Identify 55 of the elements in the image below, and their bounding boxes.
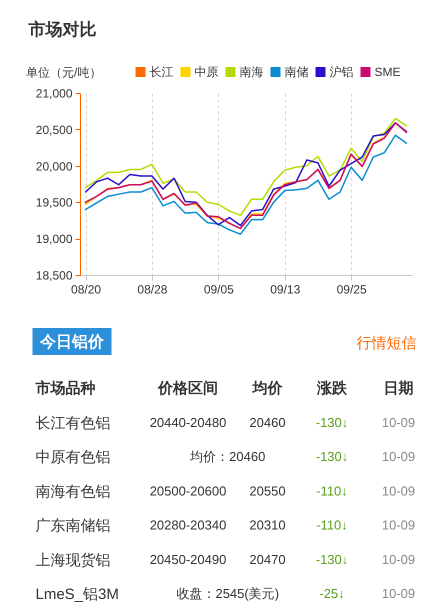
category-label: 中原有色铝: [36, 449, 110, 466]
text: 20450-20490: [150, 552, 226, 567]
legend-label: 南储: [284, 65, 308, 79]
text: 10-09: [382, 518, 416, 533]
y-tick-label: 21,000: [36, 86, 73, 100]
text: -130↓: [316, 552, 348, 567]
text: -25↓: [319, 586, 345, 601]
y-tick-label: 19,500: [36, 196, 73, 210]
category-label: LmeS_铝3M: [36, 586, 119, 603]
x-tick-label: 08/28: [137, 282, 168, 296]
text: 10-09: [382, 449, 416, 464]
text: 均价：20460: [190, 449, 266, 464]
category-label: 广东南储铝: [36, 518, 110, 535]
text: 20500-20600: [150, 483, 226, 498]
y-tick-label: 20,500: [36, 122, 73, 137]
legend-label: 沪铝: [330, 65, 354, 79]
text: 10-09: [382, 483, 416, 498]
category-label: 长江有色铝: [36, 415, 110, 432]
x-tick-label: 09/25: [336, 282, 367, 296]
category-label: 价格区间: [157, 380, 218, 397]
text: 20310: [249, 518, 286, 533]
legend-label: 中原: [194, 65, 218, 79]
category-label: 日期: [384, 380, 414, 397]
category-label: 南海有色铝: [36, 483, 110, 500]
y-axis-title: 单位（元/吨）: [26, 66, 102, 80]
text: 10-09: [382, 415, 416, 430]
text: 20280-20340: [150, 518, 226, 533]
line-series: [84, 134, 408, 235]
chart-title: 市场对比: [28, 20, 96, 39]
text: 20550: [249, 483, 286, 498]
legend-label: 南海: [240, 65, 264, 79]
category-label: 均价: [252, 380, 284, 397]
text: 10-09: [382, 552, 416, 567]
text: 20470: [249, 552, 286, 567]
legend-label: 长江: [150, 65, 174, 79]
text: 10-09: [382, 586, 416, 601]
y-tick-label: 19,000: [36, 232, 73, 246]
text: -130↓: [316, 415, 348, 430]
category-label: 市场品种: [34, 379, 96, 397]
text: 今日铝价: [39, 333, 105, 351]
text: -110↓: [316, 518, 348, 533]
text: 行情短信: [356, 335, 416, 352]
text: 20460: [249, 415, 286, 430]
text: -110↓: [316, 483, 348, 498]
x-tick-label: 09/13: [270, 282, 301, 296]
category-label: 上海现货铝: [36, 552, 110, 569]
text: 收盘：2545(美元): [176, 586, 280, 601]
y-tick-label: 20,000: [36, 159, 73, 174]
legend-label: SME: [374, 65, 401, 79]
y-tick-label: 18,500: [36, 268, 73, 282]
x-tick-label: 08/20: [71, 282, 102, 296]
x-tick-label: 09/05: [204, 282, 234, 296]
text: -130↓: [316, 449, 348, 464]
text: 20440-20480: [150, 415, 226, 430]
category-label: 涨跌: [316, 380, 348, 397]
